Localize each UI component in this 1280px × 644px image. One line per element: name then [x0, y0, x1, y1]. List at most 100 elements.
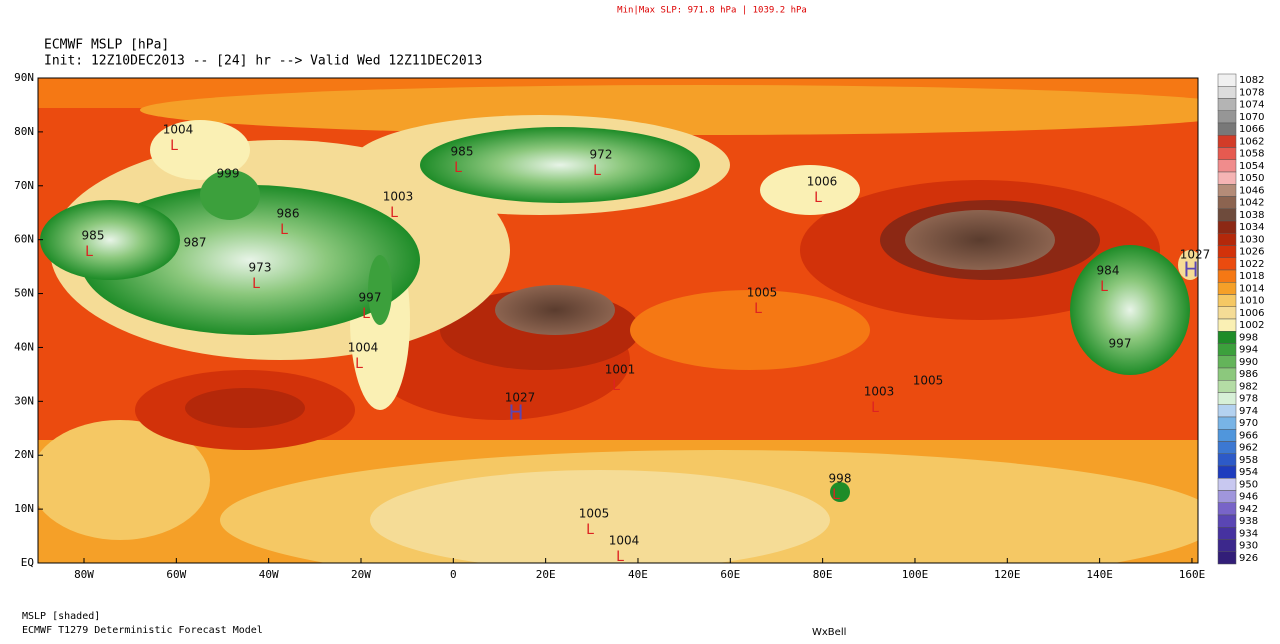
init: Init: 12Z10DEC2013 -- [24] hr --> Valid …	[44, 54, 482, 69]
pressure-label: 972	[590, 148, 613, 162]
colorbar-label: 1026	[1239, 247, 1264, 258]
low-marker: L	[814, 190, 822, 206]
colorbar-swatch	[1217, 98, 1237, 111]
colorbar-swatch	[1217, 122, 1237, 136]
lon-label: 140E	[1086, 568, 1113, 581]
colorbar-swatch	[1217, 257, 1237, 271]
low-marker: L	[280, 222, 288, 238]
pressure-label: 998	[829, 472, 852, 486]
pressure-label: 1004	[609, 534, 640, 548]
colorbar-swatch	[1217, 392, 1237, 405]
colorbar-swatch	[1217, 514, 1237, 528]
colorbar-label: 1054	[1239, 161, 1264, 172]
colorbar-label: 1006	[1239, 308, 1264, 319]
colorbar-label: 946	[1239, 492, 1258, 503]
pressure-label: 973	[249, 261, 272, 275]
colorbar-label: 994	[1239, 345, 1258, 356]
colorbar-label: 970	[1239, 418, 1258, 429]
lon-label: 40W	[259, 568, 279, 581]
lon-label: 40E	[628, 568, 648, 581]
pressure-label: 985	[451, 145, 474, 159]
lon-label: 60E	[720, 568, 740, 581]
lon-label: 120E	[994, 568, 1021, 581]
lon-label: 80W	[74, 568, 94, 581]
lat-label: 10N	[14, 502, 34, 515]
colorbar-label: 1042	[1239, 198, 1264, 209]
colorbar-label: 1014	[1239, 283, 1264, 294]
pressure-label: 1005	[913, 374, 944, 388]
colorbar-swatch	[1217, 539, 1237, 552]
colorbar-label: 1078	[1239, 87, 1264, 98]
lon-label: 160E	[1179, 568, 1206, 581]
colorbar-label: 1074	[1239, 100, 1264, 111]
colorbar-swatch	[1217, 269, 1237, 283]
lat-label: 70N	[14, 179, 34, 192]
colorbar-swatch	[1217, 135, 1237, 148]
low-marker: L	[362, 306, 370, 322]
colorbar-swatch	[1217, 245, 1237, 258]
colorbar-swatch	[1217, 171, 1237, 185]
pressure-label: 986	[277, 207, 300, 221]
pressure-label: 1001	[605, 363, 636, 377]
lon-label: 0	[450, 568, 457, 581]
lat-label: 60N	[14, 233, 34, 246]
colorbar-swatch	[1217, 233, 1237, 246]
lat-label: 40N	[14, 340, 34, 353]
colorbar-swatch	[1217, 110, 1237, 124]
colorbar-label: 1082	[1239, 75, 1264, 86]
lon-label: 80E	[813, 568, 833, 581]
colorbar-label: 982	[1239, 381, 1258, 392]
map	[38, 78, 1198, 563]
colorbar-swatch	[1217, 551, 1237, 565]
colorbar-swatch	[1217, 527, 1237, 540]
low-marker: L	[832, 487, 840, 503]
pressure-label: 1005	[747, 286, 778, 300]
pressure-label: 997	[359, 291, 382, 305]
colorbar-swatch	[1217, 465, 1237, 479]
colorbar-swatch	[1217, 478, 1237, 491]
low-marker: L	[754, 301, 762, 317]
low-marker: L	[612, 378, 620, 394]
low-marker: L	[85, 244, 93, 260]
low-marker: L	[593, 163, 601, 179]
colorbar-label: 954	[1239, 467, 1258, 478]
colorbar-label: 978	[1239, 394, 1258, 405]
lon-label: 100E	[902, 568, 929, 581]
colorbar-label: 1018	[1239, 271, 1264, 282]
pressure-label: 1006	[807, 175, 838, 189]
colorbar-label: 938	[1239, 516, 1258, 527]
colorbar-label: 974	[1239, 406, 1258, 417]
colorbar-label: 1046	[1239, 185, 1264, 196]
colorbar-label: 930	[1239, 541, 1258, 552]
colorbar-label: 1038	[1239, 210, 1264, 221]
pressure-label: 1027	[505, 391, 536, 405]
colorbar-label: 966	[1239, 430, 1258, 441]
colorbar-swatch	[1217, 306, 1237, 320]
colorbar-label: 934	[1239, 528, 1258, 539]
colorbar-swatch	[1217, 367, 1237, 381]
colorbar-swatch	[1217, 294, 1237, 307]
colorbar-swatch	[1217, 159, 1237, 173]
colorbar-label: 998	[1239, 332, 1258, 343]
lat-label: 30N	[14, 394, 34, 407]
colorbar-swatch	[1217, 86, 1237, 99]
pressure-label: 1003	[383, 190, 414, 204]
low-marker: L	[252, 276, 260, 292]
footer-shaded: MSLP [shaded]	[22, 611, 100, 622]
colorbar-label: 1034	[1239, 222, 1264, 233]
colorbar-label: 1062	[1239, 136, 1264, 147]
low-marker: L	[871, 400, 879, 416]
lat-label: 80N	[14, 125, 34, 138]
pressure-label: 984	[1097, 264, 1120, 278]
colorbar-swatch	[1217, 502, 1237, 516]
colorbar-swatch	[1217, 416, 1237, 430]
colorbar-swatch	[1217, 343, 1237, 356]
pressure-label: 1004	[348, 341, 379, 355]
colorbar-label: 1066	[1239, 124, 1264, 135]
colorbar-swatch	[1217, 318, 1237, 332]
pressure-label: 1005	[579, 507, 610, 521]
colorbar-label: 942	[1239, 504, 1258, 515]
colorbar-label: 1002	[1239, 320, 1264, 331]
low-marker: L	[1100, 279, 1108, 295]
footer-brand: WxBell	[812, 627, 846, 638]
